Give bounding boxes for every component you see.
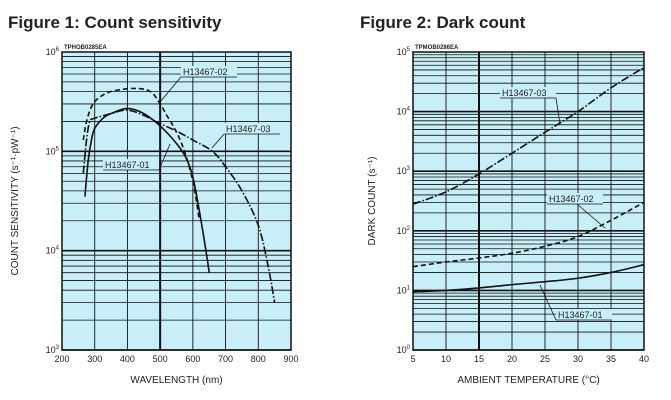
- y-tick-base: 10: [397, 345, 407, 355]
- y-tick-base: 10: [397, 107, 407, 117]
- x-tick-label: 400: [120, 354, 135, 364]
- chart-title: Figure 2: Dark count: [360, 13, 526, 32]
- x-tick-label: 40: [639, 354, 649, 364]
- y-tick-exponent: 3: [407, 166, 411, 172]
- y-tick-exponent: 1: [407, 285, 411, 291]
- x-axis-label: WAVELENGTH (nm): [130, 375, 222, 386]
- y-tick-base: 10: [46, 47, 56, 57]
- y-axis-label: DARK COUNT (s⁻¹): [367, 157, 378, 246]
- y-tick-label: 103: [397, 166, 411, 176]
- plot-area: [413, 52, 644, 350]
- series-annotation: H13467-02: [183, 67, 228, 77]
- series-line-h13467-01: [84, 107, 211, 273]
- figure-code: TPMOB0286EA: [415, 45, 459, 51]
- series-annotation: H13467-02: [549, 194, 594, 204]
- plot-area: [62, 52, 291, 350]
- x-tick-label: 35: [606, 354, 616, 364]
- annotation-bg: [556, 309, 612, 320]
- annotation-leader: [158, 143, 171, 171]
- y-tick-base: 10: [397, 166, 407, 176]
- series-line-h13467-03: [412, 66, 645, 205]
- plot-frame: [61, 51, 292, 351]
- annotation-leader: [539, 284, 557, 321]
- y-tick-label: 103: [46, 345, 60, 355]
- y-tick-base: 10: [46, 246, 56, 256]
- series-line-h13467-01: [412, 263, 645, 293]
- x-axis-label: AMBIENT TEMPERATURE (°C): [457, 375, 599, 386]
- series-annotation: H13467-01: [105, 160, 150, 170]
- y-tick-label: 102: [397, 226, 411, 236]
- series-annotation: H13467-03: [226, 124, 271, 134]
- plot-frame: [412, 51, 645, 351]
- x-tick-label: 600: [185, 354, 200, 364]
- y-tick-label: 101: [397, 285, 411, 295]
- y-tick-exponent: 3: [56, 345, 60, 351]
- series-annotation: H13467-03: [502, 88, 547, 98]
- y-tick-label: 100: [397, 345, 411, 355]
- annotation-leader: [576, 203, 606, 229]
- y-tick-label: 104: [397, 107, 411, 117]
- figure-code: TPHOB0285EA: [64, 45, 107, 51]
- x-tick-label: 15: [474, 354, 484, 364]
- y-tick-exponent: 6: [56, 47, 60, 53]
- series-line-h13467-03: [82, 109, 276, 303]
- x-tick-label: 20: [507, 354, 517, 364]
- x-tick-label: 30: [573, 354, 583, 364]
- annotation-bg: [224, 123, 280, 134]
- x-tick-label: 10: [441, 354, 451, 364]
- y-tick-exponent: 4: [407, 107, 411, 113]
- series-line-h13467-02: [412, 201, 645, 268]
- y-tick-exponent: 5: [56, 146, 60, 152]
- annotation-bg: [500, 87, 556, 98]
- y-tick-base: 10: [397, 226, 407, 236]
- x-tick-label: 700: [218, 354, 233, 364]
- y-tick-base: 10: [397, 285, 407, 295]
- y-tick-label: 106: [46, 47, 60, 57]
- x-tick-label: 300: [87, 354, 102, 364]
- y-tick-base: 10: [46, 146, 56, 156]
- chart-1: Figure 1: Count sensitivity TPHOB0285EA 20…: [8, 13, 299, 386]
- y-tick-base: 10: [397, 47, 407, 57]
- x-tick-label: 25: [540, 354, 550, 364]
- series-line-h13467-02: [82, 87, 201, 221]
- y-tick-label: 104: [46, 246, 60, 256]
- y-axis-label: COUNT SENSITIVITY (s⁻¹·pW⁻¹): [10, 126, 21, 275]
- series-annotation: H13467-01: [558, 310, 603, 320]
- annotation-leader: [159, 76, 182, 103]
- y-tick-label: 105: [397, 47, 411, 57]
- annotation-leader: [555, 97, 561, 125]
- y-tick-exponent: 5: [407, 47, 411, 53]
- x-tick-label: 5: [410, 354, 415, 364]
- y-tick-base: 10: [46, 345, 56, 355]
- y-tick-exponent: 0: [407, 345, 411, 351]
- y-tick-exponent: 4: [56, 246, 60, 252]
- x-tick-label: 900: [283, 354, 298, 364]
- annotation-leader: [211, 133, 225, 149]
- annotation-bg: [547, 193, 603, 204]
- y-tick-label: 105: [46, 146, 60, 156]
- y-tick-exponent: 2: [407, 226, 411, 232]
- annotation-bg: [181, 66, 237, 77]
- x-tick-label: 200: [54, 354, 69, 364]
- x-tick-label: 800: [251, 354, 266, 364]
- x-tick-label: 500: [153, 354, 168, 364]
- chart-title: Figure 1: Count sensitivity: [8, 13, 222, 32]
- annotation-bg: [103, 159, 159, 170]
